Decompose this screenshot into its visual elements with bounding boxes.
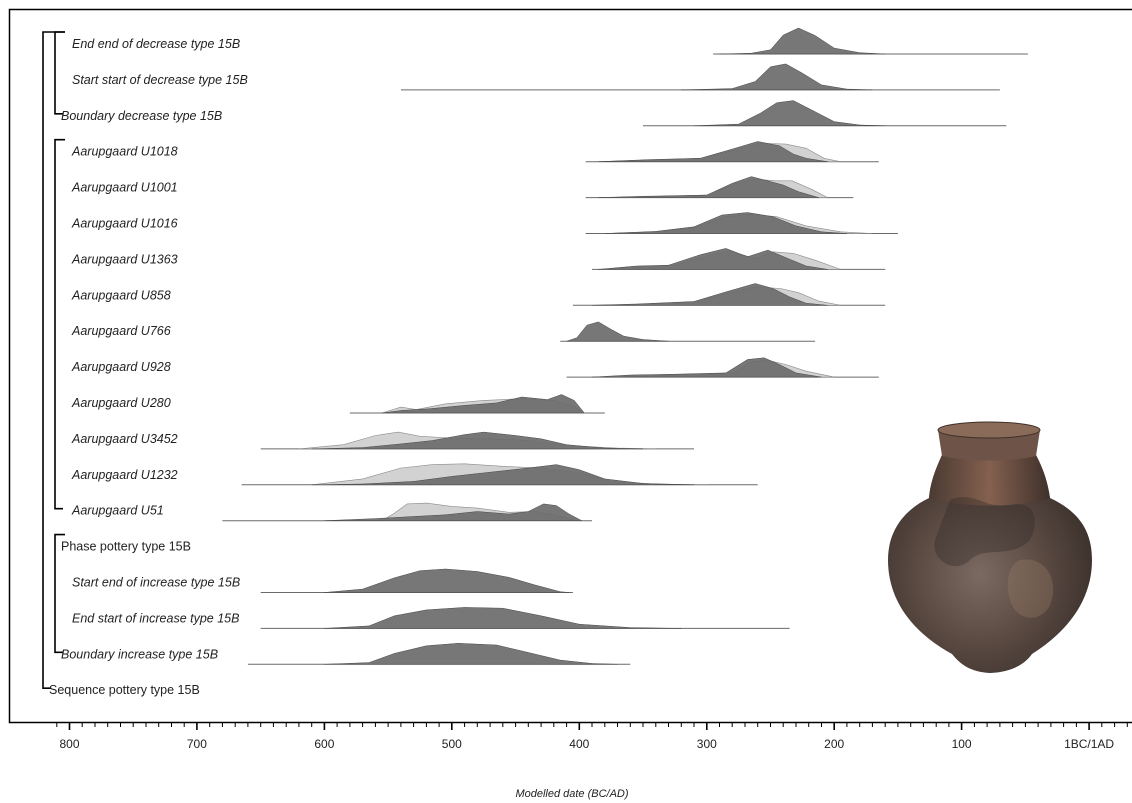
row-label: Aarupgaard U1232 — [71, 468, 178, 482]
row-3: Aarupgaard U1018 — [71, 141, 879, 163]
row-9: Aarupgaard U928 — [71, 357, 879, 378]
row-label: Boundary decrease type 15B — [61, 109, 222, 123]
row-0: End end of decrease type 15B — [72, 27, 1028, 55]
row-label: Aarupgaard U1001 — [71, 181, 178, 195]
tick-label: 600 — [314, 737, 334, 751]
row-4: Aarupgaard U1001 — [71, 176, 854, 199]
tick-label: 800 — [59, 737, 79, 751]
row-label: Start end of increase type 15B — [72, 576, 240, 590]
row-18: Sequence pottery type 15B — [49, 683, 200, 697]
tick-label: 1BC/1AD — [1064, 737, 1114, 751]
row-8: Aarupgaard U766 — [71, 321, 816, 342]
row-5: Aarupgaard U1016 — [71, 212, 898, 234]
axis-title: Modelled date (BC/AD) — [515, 788, 628, 800]
vessel-mouth — [937, 421, 1041, 439]
row-label: Aarupgaard U280 — [71, 396, 171, 410]
row-1: Start start of decrease type 15B — [72, 63, 1000, 91]
bracket-2 — [54, 138, 65, 510]
row-label: Aarupgaard U766 — [71, 324, 171, 338]
posterior-distribution — [381, 394, 585, 414]
row-label: Aarupgaard U1018 — [71, 145, 178, 159]
row-17: Boundary increase type 15B — [61, 643, 631, 665]
vessel-body — [888, 455, 1092, 673]
vessel-shading — [934, 497, 1035, 567]
row-12: Aarupgaard U1232 — [71, 463, 758, 486]
plot-frame — [8, 8, 1132, 724]
tick-label: 300 — [697, 737, 717, 751]
posterior-distribution — [598, 141, 828, 162]
posterior-distribution — [324, 607, 682, 629]
x-axis: 800 700 600 500 400 300 200 100 1BC/1AD — [56, 722, 1128, 751]
row-15: Start end of increase type 15B — [72, 568, 573, 593]
row-label: Aarupgaard U928 — [71, 360, 171, 374]
vessel-neck — [929, 455, 1050, 506]
posterior-distribution — [324, 568, 570, 593]
posterior-distribution — [681, 63, 873, 91]
row-10: Aarupgaard U280 — [71, 394, 605, 414]
posterior-distribution — [324, 643, 618, 665]
tick-label: 200 — [824, 737, 844, 751]
posterior-distribution — [566, 321, 669, 342]
bracket-3 — [54, 533, 65, 654]
row-14: Phase pottery type 15B — [61, 540, 191, 554]
row-6: Aarupgaard U1363 — [71, 248, 886, 270]
row-13: Aarupgaard U51 — [71, 502, 592, 522]
row-label: End start of increase type 15B — [72, 611, 239, 625]
row-label: Aarupgaard U51 — [71, 504, 164, 518]
tick-label: 700 — [187, 737, 207, 751]
row-label: Aarupgaard U1363 — [71, 252, 178, 266]
posterior-distribution — [324, 503, 582, 521]
posterior-distribution — [598, 176, 819, 198]
tick-label: 400 — [569, 737, 589, 751]
row-label: Boundary increase type 15B — [61, 647, 218, 661]
row-label: End end of decrease type 15B — [72, 37, 240, 51]
posterior-distribution — [591, 283, 828, 306]
row-label: Aarupgaard U858 — [71, 288, 171, 302]
row-label: Phase pottery type 15B — [61, 540, 191, 554]
vessel-highlight — [1007, 559, 1054, 618]
posterior-distribution — [604, 212, 847, 234]
posterior-distribution — [719, 27, 886, 55]
row-11: Aarupgaard U3452 — [71, 431, 694, 450]
row-label: Start start of decrease type 15B — [72, 73, 248, 87]
distribution-rows: End end of decrease type 15B Start start … — [49, 27, 1028, 697]
bracket-0 — [42, 31, 65, 689]
posterior-distribution — [591, 357, 822, 378]
row-7: Aarupgaard U858 — [71, 283, 886, 306]
bracket-1 — [54, 31, 65, 115]
posterior-distribution — [311, 464, 695, 486]
posterior-distribution — [693, 100, 886, 127]
row-label: Sequence pottery type 15B — [49, 683, 200, 697]
posterior-distribution — [311, 431, 644, 450]
row-label: Aarupgaard U3452 — [71, 432, 178, 446]
tick-label: 500 — [442, 737, 462, 751]
posterior-distribution — [598, 248, 828, 270]
row-16: End start of increase type 15B — [72, 607, 790, 629]
row-label: Aarupgaard U1016 — [71, 217, 178, 231]
row-2: Boundary decrease type 15B — [61, 100, 1007, 127]
pottery-vessel-image — [888, 421, 1092, 673]
sequence-brackets — [42, 31, 65, 689]
tick-label: 100 — [952, 737, 972, 751]
